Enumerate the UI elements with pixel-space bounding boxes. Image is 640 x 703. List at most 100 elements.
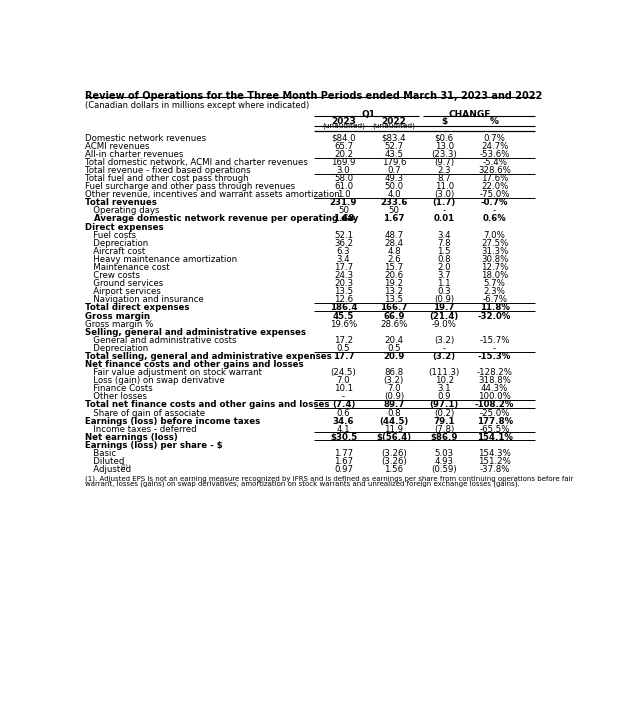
Text: 28.6%: 28.6% <box>380 320 408 328</box>
Text: (3.26): (3.26) <box>381 449 407 458</box>
Text: 2.3%: 2.3% <box>484 288 506 296</box>
Text: -0.7%: -0.7% <box>481 198 508 207</box>
Text: Depreciation: Depreciation <box>84 344 148 353</box>
Text: 20.3: 20.3 <box>334 279 353 288</box>
Text: 36.2: 36.2 <box>334 239 353 247</box>
Text: General and administrative costs: General and administrative costs <box>84 336 236 344</box>
Text: Earnings (loss) per share - $: Earnings (loss) per share - $ <box>84 441 223 450</box>
Text: (111.3): (111.3) <box>429 368 460 377</box>
Text: (unaudited): (unaudited) <box>372 122 415 129</box>
Text: 24.7%: 24.7% <box>481 142 508 150</box>
Text: Direct expenses: Direct expenses <box>84 223 163 231</box>
Text: 0.6: 0.6 <box>337 408 350 418</box>
Text: 65.7: 65.7 <box>334 142 353 150</box>
Text: (3.2): (3.2) <box>433 352 456 361</box>
Text: 2.3: 2.3 <box>437 166 451 175</box>
Text: 7.8: 7.8 <box>437 239 451 247</box>
Text: 52.1: 52.1 <box>334 231 353 240</box>
Text: Gross margin: Gross margin <box>84 311 150 321</box>
Text: (1). Adjusted EPS is not an earning measure recognized by IFRS and is defined as: (1). Adjusted EPS is not an earning meas… <box>84 475 640 482</box>
Text: 1.0: 1.0 <box>337 191 350 199</box>
Text: (0.9): (0.9) <box>434 295 454 304</box>
Text: (1): (1) <box>120 465 128 470</box>
Text: 66.9: 66.9 <box>383 311 404 321</box>
Text: Total net finance costs and other gains and losses: Total net finance costs and other gains … <box>84 401 329 409</box>
Text: 328.6%: 328.6% <box>478 166 511 175</box>
Text: 12.7%: 12.7% <box>481 263 508 272</box>
Text: 0.5: 0.5 <box>387 344 401 353</box>
Text: Diluted: Diluted <box>84 457 124 466</box>
Text: 0.7: 0.7 <box>387 166 401 175</box>
Text: 1.1: 1.1 <box>437 279 451 288</box>
Text: Other revenue, incentives and warrant assets amortization: Other revenue, incentives and warrant as… <box>84 191 339 199</box>
Text: 27.5%: 27.5% <box>481 239 508 247</box>
Text: 1.67: 1.67 <box>334 457 353 466</box>
Text: 10.1: 10.1 <box>334 385 353 393</box>
Text: (23.3): (23.3) <box>431 150 457 159</box>
Text: 3.7: 3.7 <box>437 271 451 280</box>
Text: 179.6: 179.6 <box>381 158 406 167</box>
Text: 50: 50 <box>388 207 399 215</box>
Text: -: - <box>342 392 345 401</box>
Text: -65.5%: -65.5% <box>479 425 510 434</box>
Text: 48.7: 48.7 <box>384 231 403 240</box>
Text: (0.2): (0.2) <box>434 408 454 418</box>
Text: 13.2: 13.2 <box>384 288 403 296</box>
Text: -25.0%: -25.0% <box>479 408 510 418</box>
Text: (Canadian dollars in millions except where indicated): (Canadian dollars in millions except whe… <box>84 101 309 110</box>
Text: 1.5: 1.5 <box>437 247 451 256</box>
Text: Net earnings (loss): Net earnings (loss) <box>84 433 177 441</box>
Text: -108.2%: -108.2% <box>475 401 515 409</box>
Text: (3.26): (3.26) <box>381 457 407 466</box>
Text: Basic: Basic <box>84 449 116 458</box>
Text: 50: 50 <box>338 207 349 215</box>
Text: 231.9: 231.9 <box>330 198 357 207</box>
Text: %: % <box>490 117 499 126</box>
Text: -53.6%: -53.6% <box>479 150 510 159</box>
Text: 13.0: 13.0 <box>435 142 454 150</box>
Text: 17.7: 17.7 <box>333 352 355 361</box>
Text: 13.5: 13.5 <box>334 288 353 296</box>
Text: Operating days: Operating days <box>84 207 159 215</box>
Text: Finance Costs: Finance Costs <box>84 385 152 393</box>
Text: $(56.4): $(56.4) <box>376 433 412 441</box>
Text: Income taxes - deferred: Income taxes - deferred <box>84 425 196 434</box>
Text: 89.7: 89.7 <box>383 401 404 409</box>
Text: -128.2%: -128.2% <box>477 368 513 377</box>
Text: 58.0: 58.0 <box>334 174 353 183</box>
Text: 7.0%: 7.0% <box>484 231 506 240</box>
Text: (unaudited): (unaudited) <box>322 122 365 129</box>
Text: 0.6%: 0.6% <box>483 214 506 224</box>
Text: $: $ <box>441 117 447 126</box>
Text: 2022: 2022 <box>381 117 406 126</box>
Text: 49.3: 49.3 <box>385 174 403 183</box>
Text: 10.2: 10.2 <box>435 376 454 385</box>
Text: (97.1): (97.1) <box>429 401 459 409</box>
Text: 2.6: 2.6 <box>387 255 401 264</box>
Text: Average domestic network revenue per operating day: Average domestic network revenue per ope… <box>84 214 358 224</box>
Text: -: - <box>443 344 446 353</box>
Text: 6.3: 6.3 <box>337 247 350 256</box>
Text: -75.0%: -75.0% <box>479 191 510 199</box>
Text: 1.77: 1.77 <box>334 449 353 458</box>
Text: Ground services: Ground services <box>84 279 163 288</box>
Text: (3.2): (3.2) <box>434 336 454 344</box>
Text: $83.4: $83.4 <box>381 134 406 143</box>
Text: (3.0): (3.0) <box>434 191 454 199</box>
Text: 86.8: 86.8 <box>384 368 403 377</box>
Text: 61.0: 61.0 <box>334 182 353 191</box>
Text: -32.0%: -32.0% <box>478 311 511 321</box>
Text: Depreciation: Depreciation <box>84 239 148 247</box>
Text: 34.6: 34.6 <box>333 417 355 425</box>
Text: 5.03: 5.03 <box>435 449 454 458</box>
Text: Total direct expenses: Total direct expenses <box>84 304 189 312</box>
Text: 3.4: 3.4 <box>337 255 350 264</box>
Text: 19.2: 19.2 <box>385 279 403 288</box>
Text: 186.4: 186.4 <box>330 304 357 312</box>
Text: 4.1: 4.1 <box>337 425 350 434</box>
Text: 154.1%: 154.1% <box>477 433 513 441</box>
Text: CHANGE: CHANGE <box>448 110 491 119</box>
Text: Heavy maintenance amortization: Heavy maintenance amortization <box>84 255 237 264</box>
Text: 2023: 2023 <box>331 117 356 126</box>
Text: All-in charter revenues: All-in charter revenues <box>84 150 183 159</box>
